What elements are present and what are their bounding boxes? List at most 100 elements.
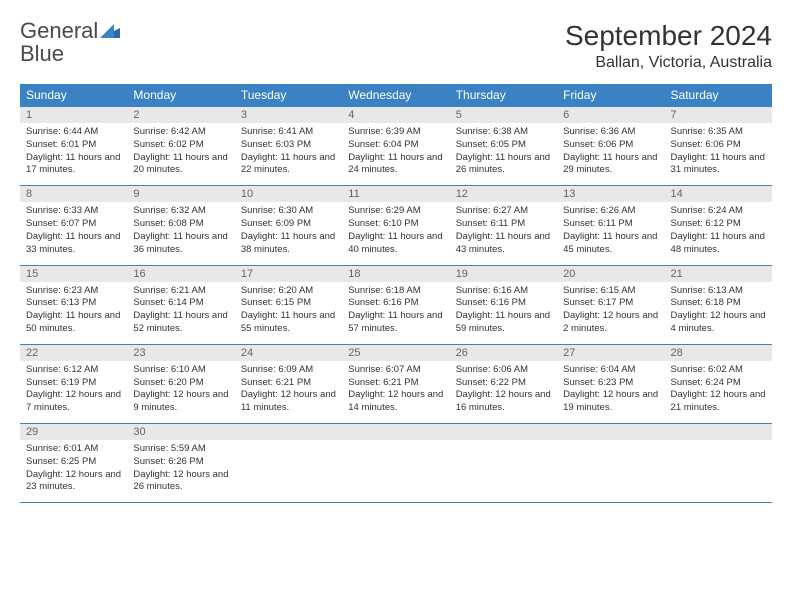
logo-text-blue: Blue [20, 41, 64, 66]
page-header: General Blue September 2024 Ballan, Vict… [20, 20, 772, 72]
day-number: 30 [127, 424, 234, 441]
calendar-table: Sunday Monday Tuesday Wednesday Thursday… [20, 84, 772, 503]
sunrise-text: Sunrise: 6:16 AM [456, 285, 551, 298]
daylight-text: Daylight: 11 hours and 57 minutes. [348, 310, 443, 336]
day-cell: Sunrise: 6:09 AMSunset: 6:21 PMDaylight:… [235, 361, 342, 424]
sunset-text: Sunset: 6:08 PM [133, 218, 228, 231]
day-number: 3 [235, 107, 342, 124]
sunset-text: Sunset: 6:13 PM [26, 297, 121, 310]
daylight-text: Daylight: 12 hours and 26 minutes. [133, 469, 228, 495]
daylight-text: Daylight: 12 hours and 23 minutes. [26, 469, 121, 495]
location-text: Ballan, Victoria, Australia [565, 54, 772, 72]
day-cell: Sunrise: 6:32 AMSunset: 6:08 PMDaylight:… [127, 202, 234, 265]
day-cell [342, 440, 449, 503]
day-number: 6 [557, 107, 664, 124]
day-number: 10 [235, 186, 342, 203]
sunrise-text: Sunrise: 6:20 AM [241, 285, 336, 298]
sunset-text: Sunset: 6:19 PM [26, 377, 121, 390]
daylight-text: Daylight: 11 hours and 22 minutes. [241, 152, 336, 178]
sunset-text: Sunset: 6:11 PM [563, 218, 658, 231]
sunset-text: Sunset: 6:25 PM [26, 456, 121, 469]
sunrise-text: Sunrise: 6:21 AM [133, 285, 228, 298]
sunset-text: Sunset: 6:02 PM [133, 139, 228, 152]
day-cell: Sunrise: 6:10 AMSunset: 6:20 PMDaylight:… [127, 361, 234, 424]
sunset-text: Sunset: 6:18 PM [671, 297, 766, 310]
daylight-text: Daylight: 11 hours and 40 minutes. [348, 231, 443, 257]
day-number: 12 [450, 186, 557, 203]
day-number: 20 [557, 265, 664, 282]
sunset-text: Sunset: 6:14 PM [133, 297, 228, 310]
daylight-text: Daylight: 12 hours and 9 minutes. [133, 389, 228, 415]
day-cell [450, 440, 557, 503]
day-header: Thursday [450, 84, 557, 107]
sunset-text: Sunset: 6:22 PM [456, 377, 551, 390]
sunrise-text: Sunrise: 6:41 AM [241, 126, 336, 139]
day-number: 16 [127, 265, 234, 282]
daylight-text: Daylight: 11 hours and 33 minutes. [26, 231, 121, 257]
daylight-text: Daylight: 11 hours and 29 minutes. [563, 152, 658, 178]
sunrise-text: Sunrise: 6:27 AM [456, 205, 551, 218]
day-content-row: Sunrise: 6:23 AMSunset: 6:13 PMDaylight:… [20, 282, 772, 345]
daylight-text: Daylight: 12 hours and 14 minutes. [348, 389, 443, 415]
sunset-text: Sunset: 6:06 PM [671, 139, 766, 152]
day-header: Monday [127, 84, 234, 107]
sunrise-text: Sunrise: 6:09 AM [241, 364, 336, 377]
daylight-text: Daylight: 12 hours and 21 minutes. [671, 389, 766, 415]
day-number: 5 [450, 107, 557, 124]
daylight-text: Daylight: 12 hours and 11 minutes. [241, 389, 336, 415]
sunrise-text: Sunrise: 6:32 AM [133, 205, 228, 218]
day-number: 4 [342, 107, 449, 124]
day-cell: Sunrise: 6:44 AMSunset: 6:01 PMDaylight:… [20, 123, 127, 186]
daylight-text: Daylight: 11 hours and 45 minutes. [563, 231, 658, 257]
daylight-text: Daylight: 11 hours and 36 minutes. [133, 231, 228, 257]
day-header: Wednesday [342, 84, 449, 107]
sunset-text: Sunset: 6:04 PM [348, 139, 443, 152]
daylight-text: Daylight: 12 hours and 16 minutes. [456, 389, 551, 415]
sunset-text: Sunset: 6:09 PM [241, 218, 336, 231]
sunrise-text: Sunrise: 6:29 AM [348, 205, 443, 218]
sunset-text: Sunset: 6:05 PM [456, 139, 551, 152]
daylight-text: Daylight: 12 hours and 7 minutes. [26, 389, 121, 415]
day-number: 7 [665, 107, 772, 124]
sunrise-text: Sunrise: 6:04 AM [563, 364, 658, 377]
day-number [342, 424, 449, 441]
day-cell: Sunrise: 6:38 AMSunset: 6:05 PMDaylight:… [450, 123, 557, 186]
month-title: September 2024 [565, 20, 772, 52]
daylight-text: Daylight: 11 hours and 50 minutes. [26, 310, 121, 336]
day-cell: Sunrise: 6:42 AMSunset: 6:02 PMDaylight:… [127, 123, 234, 186]
day-content-row: Sunrise: 6:44 AMSunset: 6:01 PMDaylight:… [20, 123, 772, 186]
day-number: 18 [342, 265, 449, 282]
sunrise-text: Sunrise: 6:12 AM [26, 364, 121, 377]
sunset-text: Sunset: 6:21 PM [241, 377, 336, 390]
day-number-row: 1234567 [20, 107, 772, 124]
sunrise-text: Sunrise: 5:59 AM [133, 443, 228, 456]
sunrise-text: Sunrise: 6:10 AM [133, 364, 228, 377]
sunset-text: Sunset: 6:17 PM [563, 297, 658, 310]
day-number [557, 424, 664, 441]
day-cell: Sunrise: 6:02 AMSunset: 6:24 PMDaylight:… [665, 361, 772, 424]
day-number-row: 15161718192021 [20, 265, 772, 282]
day-number: 14 [665, 186, 772, 203]
sunrise-text: Sunrise: 6:39 AM [348, 126, 443, 139]
day-number: 11 [342, 186, 449, 203]
day-cell: Sunrise: 6:04 AMSunset: 6:23 PMDaylight:… [557, 361, 664, 424]
sunset-text: Sunset: 6:20 PM [133, 377, 228, 390]
sunrise-text: Sunrise: 6:01 AM [26, 443, 121, 456]
sunrise-text: Sunrise: 6:15 AM [563, 285, 658, 298]
daylight-text: Daylight: 11 hours and 31 minutes. [671, 152, 766, 178]
day-content-row: Sunrise: 6:33 AMSunset: 6:07 PMDaylight:… [20, 202, 772, 265]
day-number [450, 424, 557, 441]
sunrise-text: Sunrise: 6:26 AM [563, 205, 658, 218]
day-number [235, 424, 342, 441]
day-number-row: 22232425262728 [20, 344, 772, 361]
sunrise-text: Sunrise: 6:38 AM [456, 126, 551, 139]
daylight-text: Daylight: 11 hours and 26 minutes. [456, 152, 551, 178]
day-number: 27 [557, 344, 664, 361]
day-content-row: Sunrise: 6:12 AMSunset: 6:19 PMDaylight:… [20, 361, 772, 424]
day-cell [665, 440, 772, 503]
day-cell: Sunrise: 6:18 AMSunset: 6:16 PMDaylight:… [342, 282, 449, 345]
day-cell: Sunrise: 6:21 AMSunset: 6:14 PMDaylight:… [127, 282, 234, 345]
day-number: 1 [20, 107, 127, 124]
day-cell [557, 440, 664, 503]
day-cell: Sunrise: 6:29 AMSunset: 6:10 PMDaylight:… [342, 202, 449, 265]
